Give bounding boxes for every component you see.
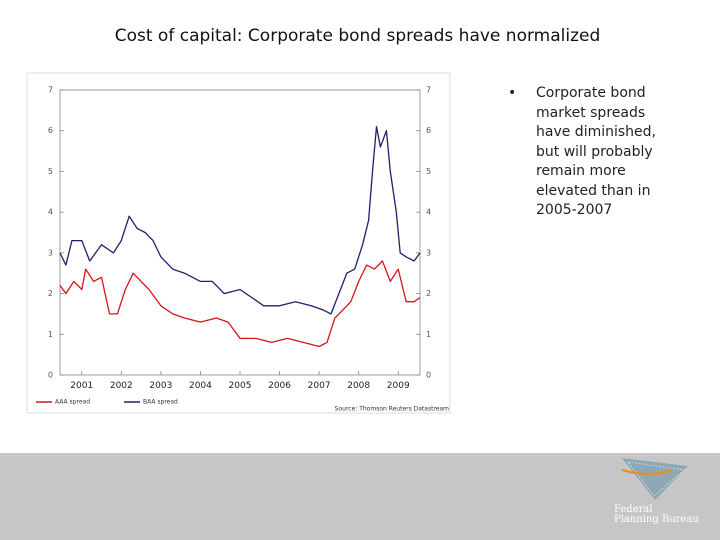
series-line [59,125,421,315]
y-tick-label: 6 [48,126,53,135]
y2-tick-label: 2 [426,289,431,298]
x-tick-label: 2002 [110,381,133,391]
bullet-line: elevated than in [536,182,651,199]
y-tick-label: 2 [48,289,53,298]
bullet-line: have diminished, [536,124,656,140]
slide-title: Cost of capital: Corporate bond spreads … [114,26,601,46]
y2-tick-label: 7 [426,86,431,95]
bullet-line: 2005-2007 [536,202,613,218]
x-tick-label: 2008 [347,381,370,391]
y-tick-label: 7 [48,86,53,95]
series-line [59,260,421,348]
bullet-text: Corporate bond market spreads have diminis… [536,84,696,221]
logo-text: Federal Planning Bureau [614,505,699,525]
y-tick-label: 5 [48,167,53,176]
logo-line: Federal [614,504,653,515]
y2-tick-label: 5 [426,167,431,176]
x-tick-label: 2005 [229,381,252,391]
x-tick-label: 2004 [189,381,212,391]
logo-line: Planning Bureau [614,514,699,525]
x-tick-label: 2003 [149,381,172,391]
bullet-dot: • [508,85,517,101]
y-tick-label: 4 [48,208,53,217]
y-tick-label: 1 [48,330,53,339]
y2-tick-label: 3 [426,248,431,257]
legend-label: BAA spread [143,399,178,406]
chart-source: Source: Thomson Reuters Datastream [335,406,449,413]
x-tick-label: 2007 [308,381,331,391]
x-tick-label: 2006 [268,381,291,391]
x-tick-label: 2001 [70,381,93,391]
bullet-line: but will probably [536,143,653,160]
logo-mark [621,458,688,500]
footer-band [0,453,720,540]
x-tick-label: 2009 [387,381,410,391]
y2-tick-label: 4 [426,208,431,217]
chart-frame [26,72,451,414]
y2-tick-label: 1 [426,330,431,339]
y2-tick-label: 6 [426,126,431,135]
bullet-line: market spreads [536,104,646,121]
bullet-line: remain more [536,163,626,179]
bullet-line: Corporate bond [536,85,646,101]
y-tick-label: 0 [48,371,53,380]
y2-tick-label: 0 [426,371,431,380]
y-tick-label: 3 [48,248,53,257]
legend-label: AAA spread [55,399,90,406]
